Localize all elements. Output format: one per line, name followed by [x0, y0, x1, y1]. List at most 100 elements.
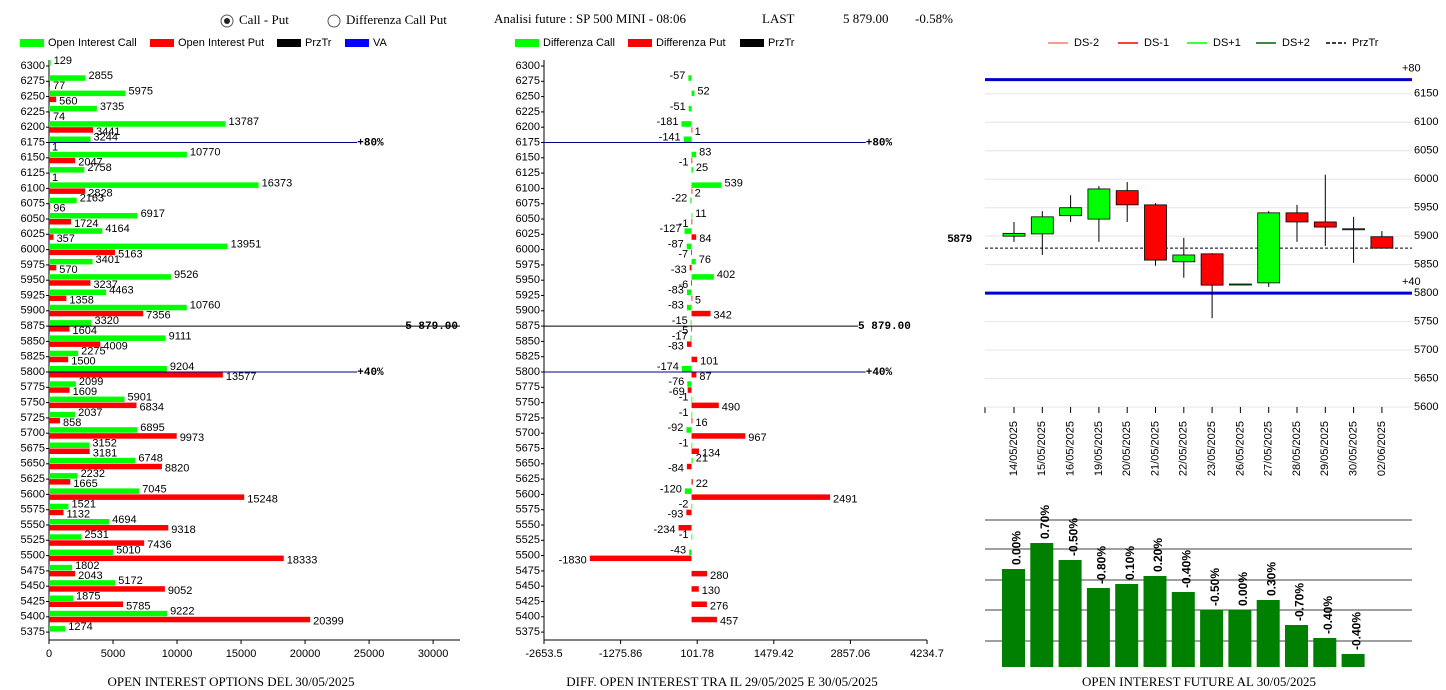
data-label: 1609 [73, 386, 97, 398]
data-label: 10770 [190, 147, 221, 159]
data-label: 2758 [87, 162, 111, 174]
legend-swatch [515, 39, 539, 47]
bar [691, 151, 697, 158]
bar [1341, 654, 1365, 667]
bar [49, 402, 137, 409]
data-label: 490 [722, 402, 740, 414]
x-tick-label: 4234.7 [910, 648, 944, 660]
bar [691, 167, 693, 173]
level-label: +80 [1402, 63, 1421, 75]
y-tick-label: 5675 [516, 442, 540, 454]
option-label[interactable]: Call - Put [239, 12, 289, 27]
data-label: 3401 [96, 254, 120, 266]
data-label: 3441 [96, 126, 120, 138]
y-tick-label: 6225 [21, 106, 45, 118]
data-label: 342 [714, 310, 732, 322]
bar [49, 326, 70, 332]
legend-label: Differenza Call [543, 37, 615, 49]
y-tick-label: 5400 [516, 611, 540, 623]
data-label: -1 [679, 407, 689, 419]
bar [691, 234, 697, 240]
x-tick-label: 26/05/2025 [1234, 421, 1246, 476]
data-label: 9318 [171, 524, 195, 536]
y-tick-label: 5650 [21, 458, 45, 470]
bar [684, 488, 692, 494]
bar [49, 341, 101, 347]
bar-label: -0.70% [1293, 583, 1307, 621]
bar [49, 519, 110, 525]
bar [49, 411, 76, 418]
data-label: -181 [656, 116, 678, 128]
bar [49, 105, 97, 112]
data-label: 4164 [105, 223, 129, 235]
data-label: 1875 [76, 590, 100, 602]
bar [49, 182, 259, 188]
data-label: -127 [659, 223, 681, 235]
y-tick-label: 5850 [21, 335, 45, 347]
y-tick-label: 5675 [21, 442, 45, 454]
y-tick-label: 5425 [516, 595, 540, 607]
y-tick-label: 6175 [21, 136, 45, 148]
chart-title: DIFF. OPEN INTEREST TRA IL 29/05/2025 E … [566, 674, 877, 689]
bar [691, 127, 693, 133]
bar [49, 60, 51, 66]
data-label: 2047 [78, 157, 102, 169]
data-label: 5163 [118, 249, 142, 261]
y-tick-label: 6250 [516, 91, 540, 103]
bar [49, 289, 107, 295]
bar [687, 387, 692, 393]
bar-label: -0.40% [1349, 612, 1363, 650]
data-label: 1 [52, 141, 58, 153]
radio-diff[interactable] [327, 14, 341, 28]
bar [49, 350, 79, 357]
bar-label: -0.40% [1321, 596, 1335, 634]
bar [49, 601, 124, 607]
data-label: 16373 [262, 177, 293, 189]
y-tick-label: 5925 [516, 289, 540, 301]
legend-label: DS+2 [1282, 37, 1310, 49]
last-label: LAST [762, 11, 795, 26]
data-label: 7045 [142, 483, 166, 495]
bar [683, 136, 692, 142]
data-label: 2043 [78, 570, 102, 582]
data-label: 280 [710, 570, 728, 582]
data-label: -51 [670, 101, 686, 113]
bar [1143, 576, 1167, 667]
data-label: 7356 [146, 310, 170, 322]
bar-label: 0.70% [1038, 505, 1052, 539]
data-label: 3320 [95, 315, 119, 327]
y-tick-label: 5700 [1414, 344, 1438, 356]
bar [49, 258, 93, 265]
x-tick-label: 14/05/2025 [1008, 421, 1020, 476]
x-tick-label: 101.78 [680, 648, 714, 660]
data-label: 6748 [138, 453, 162, 465]
candle-body [1313, 221, 1337, 228]
y-tick-label: 5800 [1414, 287, 1438, 299]
y-tick-label: 6200 [21, 121, 45, 133]
data-label: 11 [695, 208, 706, 220]
data-label: -92 [668, 422, 684, 434]
bar [690, 197, 692, 204]
level-label: +80% [357, 137, 384, 149]
data-label: -17 [672, 330, 688, 342]
y-tick-label: 5475 [21, 565, 45, 577]
bar [49, 580, 116, 586]
bar [49, 310, 144, 317]
y-tick-label: 6150 [516, 152, 540, 164]
bar [49, 111, 50, 118]
data-label: 9222 [170, 606, 194, 618]
bar [691, 274, 714, 280]
y-tick-label: 6075 [21, 198, 45, 210]
bar [49, 274, 171, 280]
legend-swatch [150, 39, 174, 47]
bar [49, 387, 70, 393]
y-tick-label: 5600 [21, 488, 45, 500]
data-label: 76 [699, 254, 711, 266]
data-label: 3244 [94, 131, 118, 143]
y-tick-label: 5900 [21, 305, 45, 317]
option-label[interactable]: Differenza Call Put [346, 12, 447, 27]
candle-body [1370, 236, 1394, 249]
candle-body [1229, 283, 1252, 286]
data-label: 5975 [129, 86, 153, 98]
bar [1058, 560, 1082, 667]
